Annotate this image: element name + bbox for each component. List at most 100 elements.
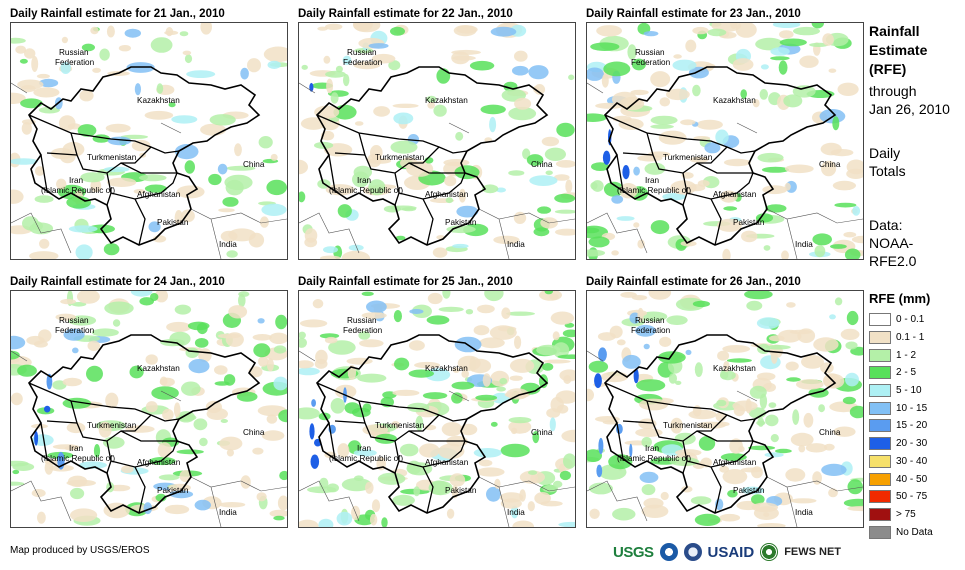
neighbour-borders [299, 82, 575, 259]
rainfall-patch [238, 291, 250, 297]
legend-label: 40 - 50 [896, 473, 928, 485]
rainfall-patch [673, 54, 682, 59]
rainfall-map: Russian Federation Kazakhstan Turkmenistan I… [10, 290, 288, 528]
rainfall-map: Russian Federation Kazakhstan Turkmenistan I… [586, 22, 864, 260]
rainfall-patch [696, 119, 723, 130]
rainfall-patch [17, 79, 44, 90]
rainfall-patch [557, 354, 575, 359]
rainfall-patch [666, 88, 690, 101]
country-label: Afghanistan [713, 458, 757, 467]
rainfall-patch [461, 369, 469, 378]
rainfall-patch [312, 299, 324, 309]
rainfall-patch [528, 470, 538, 475]
rainfall-patch [106, 177, 137, 187]
rainfall-patch [368, 43, 389, 49]
rainfall-patch [157, 442, 172, 458]
rainfall-patch [469, 60, 495, 71]
rainfall-patch [746, 300, 763, 311]
country-label: Turkmenistan [87, 153, 137, 162]
legend-label: > 75 [896, 508, 916, 520]
country-label: China [819, 160, 841, 169]
legend-swatch [869, 384, 891, 398]
rainfall-layer [11, 23, 287, 259]
rainfall-patch [658, 130, 687, 145]
rainfall-map: Russian Federation Kazakhstan Turkmenistan I… [586, 290, 864, 528]
rainfall-patch [797, 328, 816, 343]
rainfall-patch [616, 339, 626, 346]
rainfall-patch [377, 472, 406, 485]
rainfall-patch [589, 508, 600, 519]
rainfall-patch [704, 142, 721, 154]
rainfall-patch [226, 250, 238, 258]
rainfall-patch [252, 334, 272, 341]
country-label: Iran [69, 444, 84, 453]
country-border [622, 420, 654, 424]
rainfall-patch [751, 494, 765, 505]
rainfall-patch [612, 507, 636, 521]
rainfall-patch [393, 112, 414, 125]
rainfall-patch [707, 28, 727, 37]
legend-swatch [869, 437, 891, 451]
rainfall-patch [208, 173, 222, 186]
rainfall-patch [765, 204, 787, 213]
rainfall-patch [643, 497, 664, 509]
rainfall-patch [299, 191, 306, 203]
rainfall-patch [36, 73, 50, 79]
legend-swatch [869, 525, 891, 539]
rainfall-patch [426, 95, 437, 103]
rainfall-patch [11, 481, 25, 486]
rainfall-patch [641, 484, 656, 496]
rainfall-patch [37, 511, 46, 524]
rainfall-patch [659, 97, 671, 107]
rainfall-patch [341, 478, 372, 492]
rainfall-patch [219, 436, 243, 451]
country-border [120, 430, 177, 442]
logo-strip: USGS USAID FEWS NET [613, 540, 841, 564]
rainfall-patch [603, 181, 624, 197]
rainfall-patch [325, 23, 343, 30]
rainfall-patch [544, 147, 566, 161]
rainfall-patch [194, 499, 211, 511]
rainfall-patch [637, 307, 644, 322]
rainfall-patch [187, 321, 210, 331]
legend-swatch [869, 507, 891, 521]
rainfall-patch [832, 116, 840, 131]
legend-swatch [869, 366, 891, 380]
rainfall-patch [609, 325, 623, 339]
rainfall-patch [71, 302, 87, 307]
rainfall-patch [534, 492, 551, 505]
map-title: Daily Rainfall estimate for 25 Jan., 201… [298, 276, 513, 288]
rainfall-patch [156, 83, 164, 94]
rainfall-patch [394, 357, 410, 371]
legend-item: > 75 [869, 506, 933, 524]
rainfall-patch [341, 250, 371, 259]
rainfall-patch [164, 30, 179, 35]
rainfall-patch [790, 432, 814, 447]
rainfall-patch [552, 331, 560, 341]
rainfall-patch [39, 238, 50, 249]
rainfall-patch [193, 418, 208, 431]
rainfall-patch [555, 228, 575, 236]
rainfall-patch [637, 239, 645, 249]
country-label: Federation [343, 326, 383, 335]
rainfall-patch [821, 463, 847, 476]
rainfall-patch [452, 55, 476, 61]
rainfall-patch [479, 337, 505, 349]
rainfall-patch [834, 202, 857, 208]
country-label: Russian [347, 316, 377, 325]
country-label: Russian [59, 48, 89, 57]
country-border [710, 466, 722, 514]
rainfall-patch [257, 318, 265, 324]
rainfall-patch [514, 335, 522, 349]
rainfall-patch [258, 356, 269, 367]
rainfall-patch [414, 361, 441, 369]
neighbour-borders [587, 82, 863, 259]
rainfall-patch [93, 444, 101, 458]
rainfall-patch [723, 206, 738, 211]
rainfall-patch [158, 474, 180, 481]
rainfall-patch [500, 443, 530, 458]
rainfall-patch [234, 143, 242, 157]
neighbour-borders [11, 82, 287, 259]
rainfall-patch [829, 314, 836, 320]
